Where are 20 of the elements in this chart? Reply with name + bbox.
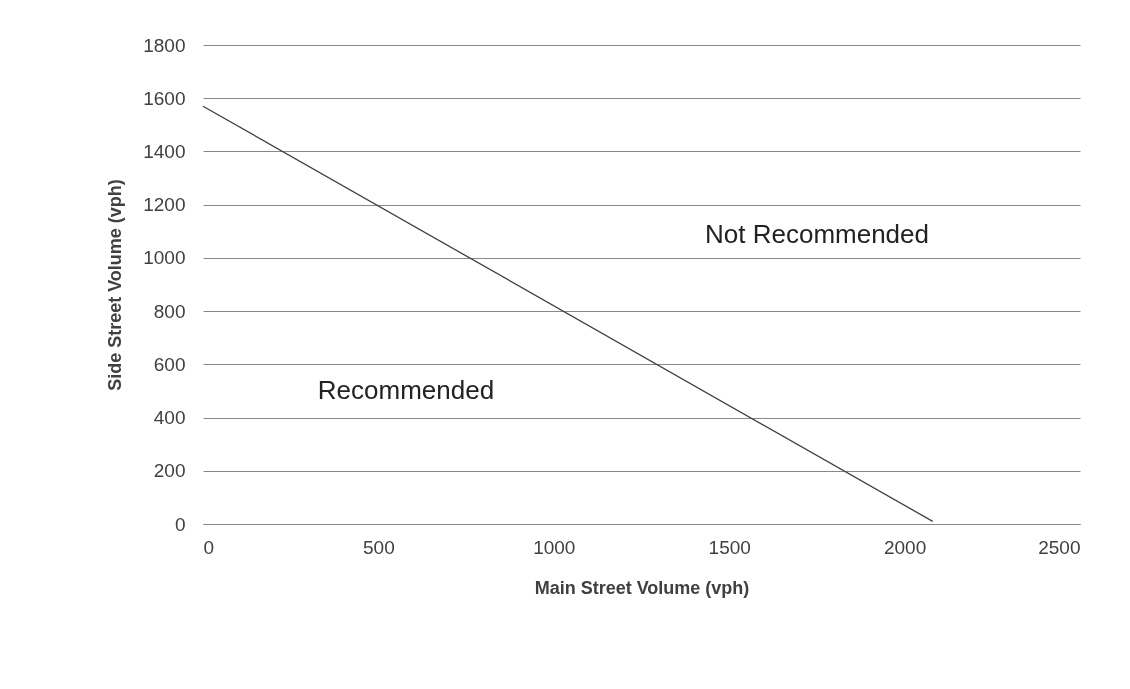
- x-tick-label: 1500: [708, 536, 751, 558]
- y-tick-label: 1600: [143, 87, 186, 109]
- y-axis-title: Side Street Volume (vph): [105, 179, 126, 391]
- x-tick-label: 0: [203, 536, 215, 558]
- annotation: Not Recommended: [705, 219, 929, 249]
- x-tick-label: 2000: [883, 536, 927, 558]
- x-tick-label: 500: [363, 536, 395, 558]
- y-tick-label: 1800: [143, 34, 186, 56]
- y-tick-label: 1200: [143, 194, 186, 216]
- x-axis-title: Main Street Volume (vph): [534, 577, 750, 598]
- y-tick-label: 200: [153, 460, 186, 482]
- y-tick-label: 0: [174, 513, 186, 535]
- y-tick-label: 400: [153, 407, 186, 429]
- y-tick-label: 1000: [143, 247, 186, 269]
- y-tick-label: 800: [153, 300, 186, 322]
- x-tick-label: 2500: [1038, 536, 1081, 558]
- annotation: Recommended: [317, 375, 495, 405]
- y-tick-label: 1400: [143, 140, 186, 162]
- x-tick-label: 1000: [533, 536, 576, 558]
- y-tick-label: 600: [153, 353, 186, 375]
